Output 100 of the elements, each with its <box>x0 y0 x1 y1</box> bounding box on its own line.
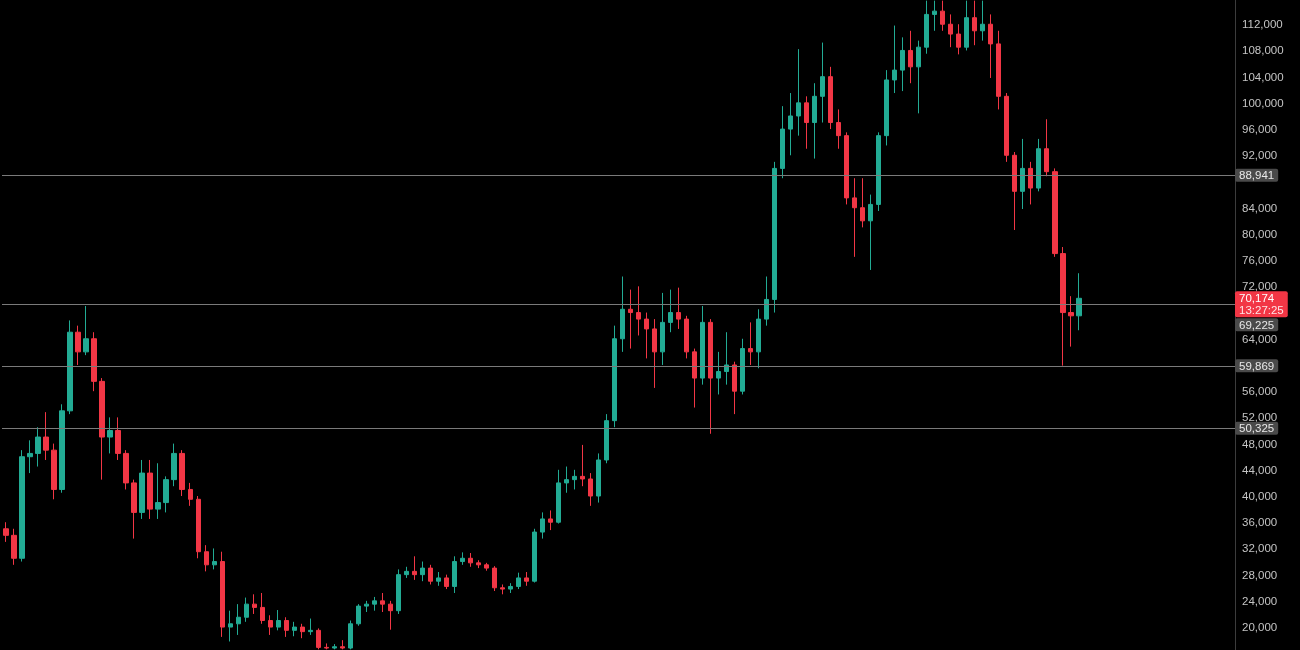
candlestick <box>684 315 689 359</box>
candlestick <box>19 449 25 563</box>
candlestick <box>676 287 681 330</box>
candlestick <box>292 621 297 637</box>
candlestick <box>228 610 233 642</box>
y-tick-label: 112,000 <box>1242 18 1283 31</box>
candlestick <box>844 131 849 205</box>
candlestick <box>796 48 801 137</box>
y-tick-label: 72,000 <box>1242 280 1278 293</box>
y-tick-label: 20,000 <box>1242 621 1278 634</box>
candlestick <box>980 0 985 42</box>
candlestick <box>988 13 993 79</box>
candlestick <box>171 443 177 487</box>
candlestick <box>756 308 761 369</box>
y-tick-label: 36,000 <box>1242 516 1278 529</box>
candlestick <box>147 459 153 520</box>
candlestick <box>940 0 945 32</box>
candlestick <box>652 318 657 389</box>
candlestick <box>372 596 377 612</box>
candlestick <box>204 544 209 572</box>
candlestick <box>107 416 113 454</box>
candlestick <box>27 439 33 474</box>
candlestick <box>340 639 345 650</box>
y-tick-label: 24,000 <box>1242 594 1278 607</box>
candlestick <box>900 36 905 92</box>
candlestick <box>708 318 713 435</box>
y-tick-label: 44,000 <box>1242 463 1278 476</box>
candlestick <box>308 618 313 636</box>
candlestick <box>700 305 705 386</box>
candlestick <box>284 616 289 638</box>
y-tick-label: 52,000 <box>1242 411 1278 424</box>
candlestick <box>908 30 913 84</box>
candlestick <box>380 592 385 613</box>
candlestick <box>364 600 369 613</box>
candlestick <box>179 449 185 497</box>
y-tick-label: 32,000 <box>1242 542 1278 555</box>
candlestick <box>548 509 553 531</box>
candlestick <box>724 331 729 386</box>
y-tick-label: 108,000 <box>1242 44 1284 57</box>
candlestick <box>91 331 97 392</box>
candlestick <box>524 571 529 587</box>
candlestick <box>636 285 641 336</box>
candlestick <box>500 583 505 595</box>
candlestick <box>196 495 201 559</box>
candlestick <box>948 13 953 48</box>
candlestick <box>452 555 457 594</box>
candlestick <box>540 511 545 540</box>
candlestick <box>1004 92 1009 163</box>
candlestick <box>51 443 57 500</box>
candlestick <box>43 411 49 461</box>
candlestick <box>59 403 65 494</box>
candlestick <box>628 289 633 350</box>
y-tick-label: 76,000 <box>1242 254 1278 267</box>
y-tick-label: 100,000 <box>1242 96 1284 109</box>
ref-line-label: 59,869 <box>1239 359 1275 372</box>
candlestick <box>444 574 449 590</box>
candlestick <box>604 413 609 464</box>
candlestick <box>1052 167 1058 258</box>
candlestick <box>468 552 473 568</box>
candlestick <box>404 566 409 579</box>
candlestick <box>123 449 129 490</box>
candlestick <box>388 600 393 631</box>
candlestick <box>644 312 649 359</box>
candlestick <box>1012 151 1017 231</box>
y-tick-label: 48,000 <box>1242 437 1278 450</box>
candlestick <box>316 627 321 650</box>
candlestick <box>244 597 249 623</box>
candlestick <box>1036 138 1041 192</box>
candlestick <box>252 593 257 615</box>
y-tick-label: 92,000 <box>1242 149 1278 162</box>
candlestick <box>276 609 281 631</box>
y-tick-label: 40,000 <box>1242 490 1278 503</box>
candlestick <box>612 325 617 428</box>
candlestick <box>580 444 585 487</box>
candlestick <box>876 131 881 212</box>
y-tick-label: 80,000 <box>1242 227 1278 240</box>
ref-line-label: 69,225 <box>1239 318 1275 331</box>
candlestick <box>852 177 857 258</box>
candlestick <box>131 479 137 540</box>
candlestick <box>764 276 769 327</box>
candlestick <box>3 521 9 543</box>
candlestick <box>324 642 329 650</box>
candlestick <box>804 95 809 150</box>
candlestick <box>596 452 601 504</box>
candlestick <box>332 643 337 650</box>
candlestick <box>67 319 73 415</box>
candlestick <box>716 351 721 395</box>
candlestick <box>748 321 753 366</box>
candlestick <box>516 572 521 590</box>
candlestick <box>1076 272 1082 331</box>
candlestick <box>99 377 105 481</box>
candlestick <box>820 42 825 124</box>
candlestick <box>1060 246 1066 367</box>
y-tick-label: 96,000 <box>1242 123 1278 136</box>
candlestick <box>420 561 425 582</box>
candlestick <box>236 603 241 636</box>
candlestick <box>11 528 17 566</box>
candlestick <box>532 528 537 584</box>
ref-line-label: 88,941 <box>1239 169 1275 182</box>
candlestick <box>740 338 745 395</box>
